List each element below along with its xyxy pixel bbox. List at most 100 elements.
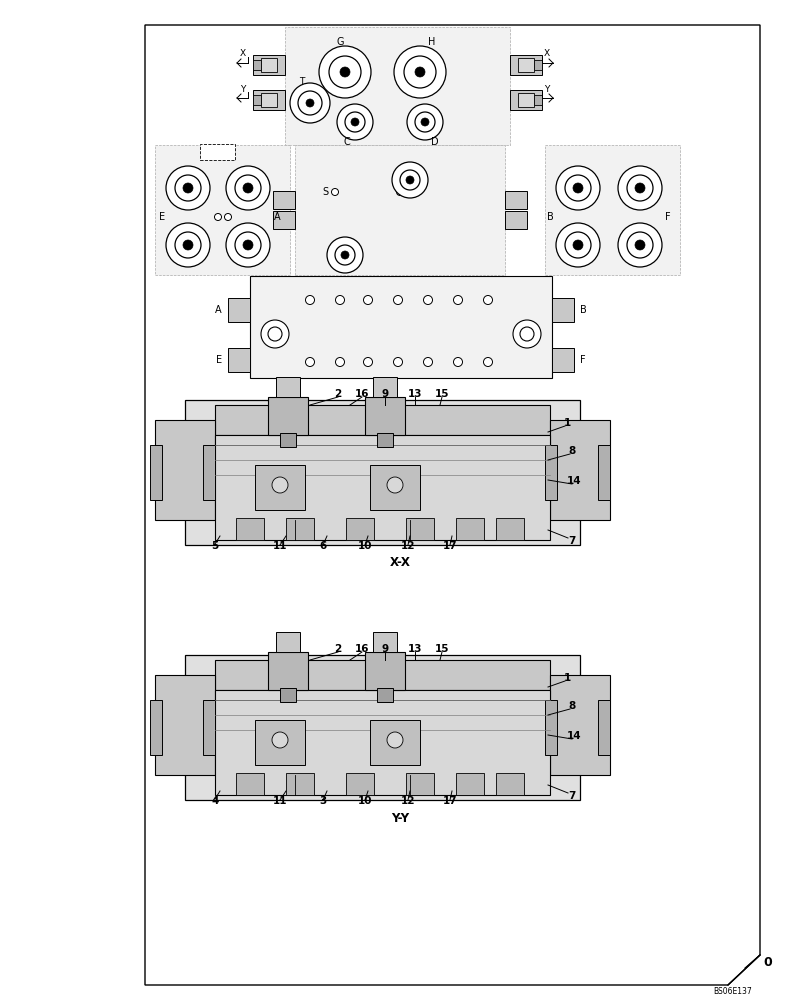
Bar xyxy=(552,348,574,372)
Bar xyxy=(598,445,610,500)
Circle shape xyxy=(520,327,534,341)
Text: 16: 16 xyxy=(354,389,370,399)
Circle shape xyxy=(166,223,210,267)
Circle shape xyxy=(483,358,493,366)
Bar xyxy=(518,58,534,72)
Bar xyxy=(268,397,308,435)
Text: 14: 14 xyxy=(566,476,582,486)
Text: 13: 13 xyxy=(408,389,422,399)
Circle shape xyxy=(363,358,373,366)
Circle shape xyxy=(397,188,403,196)
Circle shape xyxy=(618,166,662,210)
Circle shape xyxy=(363,296,373,304)
Circle shape xyxy=(573,240,583,250)
Text: 6: 6 xyxy=(319,541,326,551)
Circle shape xyxy=(573,183,583,193)
Text: D: D xyxy=(431,137,439,147)
Bar xyxy=(185,655,580,800)
Circle shape xyxy=(454,358,462,366)
Circle shape xyxy=(483,296,493,304)
Text: 16: 16 xyxy=(354,644,370,654)
Text: Y: Y xyxy=(240,85,246,94)
Text: 12: 12 xyxy=(401,796,415,806)
Circle shape xyxy=(235,175,261,201)
Bar xyxy=(155,145,290,275)
Circle shape xyxy=(183,183,193,193)
Circle shape xyxy=(415,112,435,132)
Bar xyxy=(505,211,527,229)
Bar xyxy=(236,518,264,540)
Circle shape xyxy=(268,327,282,341)
Circle shape xyxy=(183,240,193,250)
Bar xyxy=(510,90,542,110)
Text: 7: 7 xyxy=(568,791,576,801)
Circle shape xyxy=(394,358,402,366)
Bar xyxy=(370,465,420,510)
Text: 9: 9 xyxy=(382,644,389,654)
Text: X-X: X-X xyxy=(390,556,410,570)
Bar xyxy=(550,675,610,775)
Circle shape xyxy=(627,175,653,201)
Circle shape xyxy=(627,232,653,258)
Text: 17: 17 xyxy=(442,796,458,806)
Bar xyxy=(510,55,542,75)
Circle shape xyxy=(214,214,222,221)
Bar xyxy=(261,58,277,72)
Circle shape xyxy=(329,56,361,88)
Circle shape xyxy=(341,251,349,259)
Text: 8: 8 xyxy=(568,701,576,711)
Text: 10: 10 xyxy=(358,541,372,551)
Circle shape xyxy=(340,67,350,77)
Bar xyxy=(250,276,552,378)
Text: 2: 2 xyxy=(334,644,342,654)
Circle shape xyxy=(235,232,261,258)
Bar xyxy=(273,211,295,229)
Circle shape xyxy=(272,732,288,748)
Bar xyxy=(365,652,405,690)
Bar xyxy=(406,518,434,540)
Circle shape xyxy=(565,175,591,201)
Bar xyxy=(346,773,374,795)
Circle shape xyxy=(565,232,591,258)
Circle shape xyxy=(335,245,355,265)
Bar xyxy=(545,700,557,755)
Bar xyxy=(505,191,527,209)
Circle shape xyxy=(423,358,433,366)
Circle shape xyxy=(319,46,371,98)
Text: 15: 15 xyxy=(434,644,450,654)
Text: G: G xyxy=(336,37,344,47)
Text: 15: 15 xyxy=(434,389,450,399)
Text: 10: 10 xyxy=(358,796,372,806)
Circle shape xyxy=(175,232,201,258)
Circle shape xyxy=(327,237,363,273)
Bar xyxy=(346,518,374,540)
Circle shape xyxy=(392,162,428,198)
Circle shape xyxy=(454,296,462,304)
Bar xyxy=(150,700,162,755)
Text: A: A xyxy=(274,212,280,222)
Text: BS06E137: BS06E137 xyxy=(714,986,752,996)
Circle shape xyxy=(635,240,645,250)
Text: 9: 9 xyxy=(382,389,389,399)
Bar xyxy=(518,93,534,107)
Circle shape xyxy=(290,83,330,123)
Text: Y: Y xyxy=(544,85,550,94)
Text: B: B xyxy=(580,305,586,315)
Bar xyxy=(373,377,397,397)
Circle shape xyxy=(556,166,600,210)
Text: 3: 3 xyxy=(319,796,326,806)
Bar xyxy=(203,700,215,755)
Bar xyxy=(155,420,215,520)
Circle shape xyxy=(635,183,645,193)
Bar xyxy=(253,55,285,75)
Circle shape xyxy=(421,118,429,126)
Circle shape xyxy=(298,91,322,115)
Text: A: A xyxy=(215,305,222,315)
Bar xyxy=(273,191,295,209)
Bar xyxy=(261,93,277,107)
Bar xyxy=(598,700,610,755)
Bar xyxy=(456,518,484,540)
Text: 5: 5 xyxy=(211,541,218,551)
Bar xyxy=(295,145,505,275)
Circle shape xyxy=(394,296,402,304)
